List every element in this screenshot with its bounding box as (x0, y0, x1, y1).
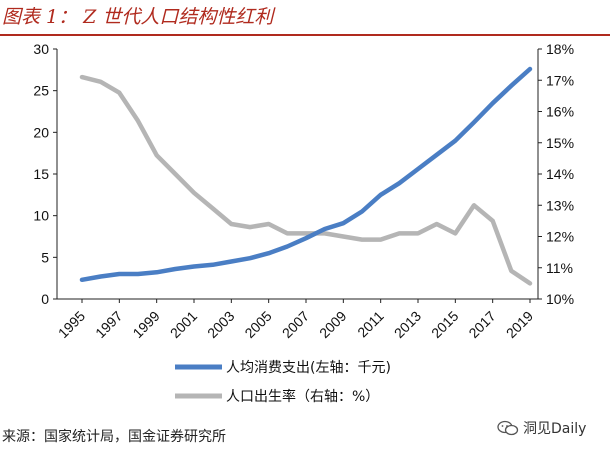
source-note: 来源：国家统计局，国金证券研究所 (2, 429, 226, 445)
right-tick-label: 18% (546, 41, 574, 57)
left-axis-ticks: 0 5 10 15 20 25 30 (33, 41, 57, 307)
x-tick-label: 2005 (241, 308, 274, 341)
x-tick-label: 1995 (55, 308, 88, 341)
right-tick-label: 16% (546, 104, 574, 120)
axes (56, 49, 539, 300)
series-line-consumption (79, 66, 533, 283)
x-tick-label: 2007 (279, 308, 312, 341)
left-tick-label: 5 (41, 249, 49, 265)
wechat-icon (497, 420, 519, 436)
right-axis-ticks: 10% 11% 12% 13% 14% 15% 16% 17% 18% (538, 41, 574, 307)
x-tick-label: 2001 (167, 308, 200, 341)
x-tick-label: 2011 (354, 308, 387, 341)
left-tick-label: 0 (41, 291, 49, 307)
left-tick-label: 30 (33, 41, 49, 57)
x-tick-label: 1997 (92, 308, 125, 341)
x-tick-label: 2003 (204, 308, 237, 341)
right-tick-label: 10% (546, 291, 574, 307)
left-tick-label: 25 (33, 83, 49, 99)
left-tick-label: 10 (33, 208, 49, 224)
left-tick-label: 20 (33, 124, 49, 140)
chart-title: 图表 1： Z 世代人口结构性红利 (2, 6, 274, 28)
series-layer (79, 66, 533, 286)
x-tick-label: 2013 (391, 308, 424, 341)
left-tick-label: 15 (33, 166, 49, 182)
x-tick-label: 2019 (503, 308, 536, 341)
watermark: 洞见Daily (497, 418, 586, 438)
series-line-birthrate (79, 74, 533, 286)
right-tick-label: 15% (546, 135, 574, 151)
watermark-text: 洞见Daily (523, 421, 587, 437)
legend-label-consumption: 人均消费支出(左轴：千元) (226, 360, 391, 376)
legend: 人均消费支出(左轴：千元) 人口出生率（右轴：%） (175, 360, 391, 405)
right-tick-label: 13% (546, 197, 574, 213)
right-tick-label: 11% (546, 260, 573, 276)
x-tick-label: 1999 (129, 308, 162, 341)
right-tick-label: 14% (546, 166, 574, 182)
x-axis-ticks: 1995 1997 1999 2001 2003 2005 2007 2009 2011 2013… (55, 299, 536, 341)
x-tick-label: 2015 (428, 308, 461, 341)
x-tick-label: 2017 (465, 308, 498, 341)
legend-label-birthrate: 人口出生率（右轴：%） (226, 388, 379, 405)
right-tick-label: 12% (546, 229, 574, 245)
right-tick-label: 17% (546, 72, 574, 88)
title-divider (0, 34, 610, 36)
x-tick-label: 2009 (316, 308, 349, 341)
